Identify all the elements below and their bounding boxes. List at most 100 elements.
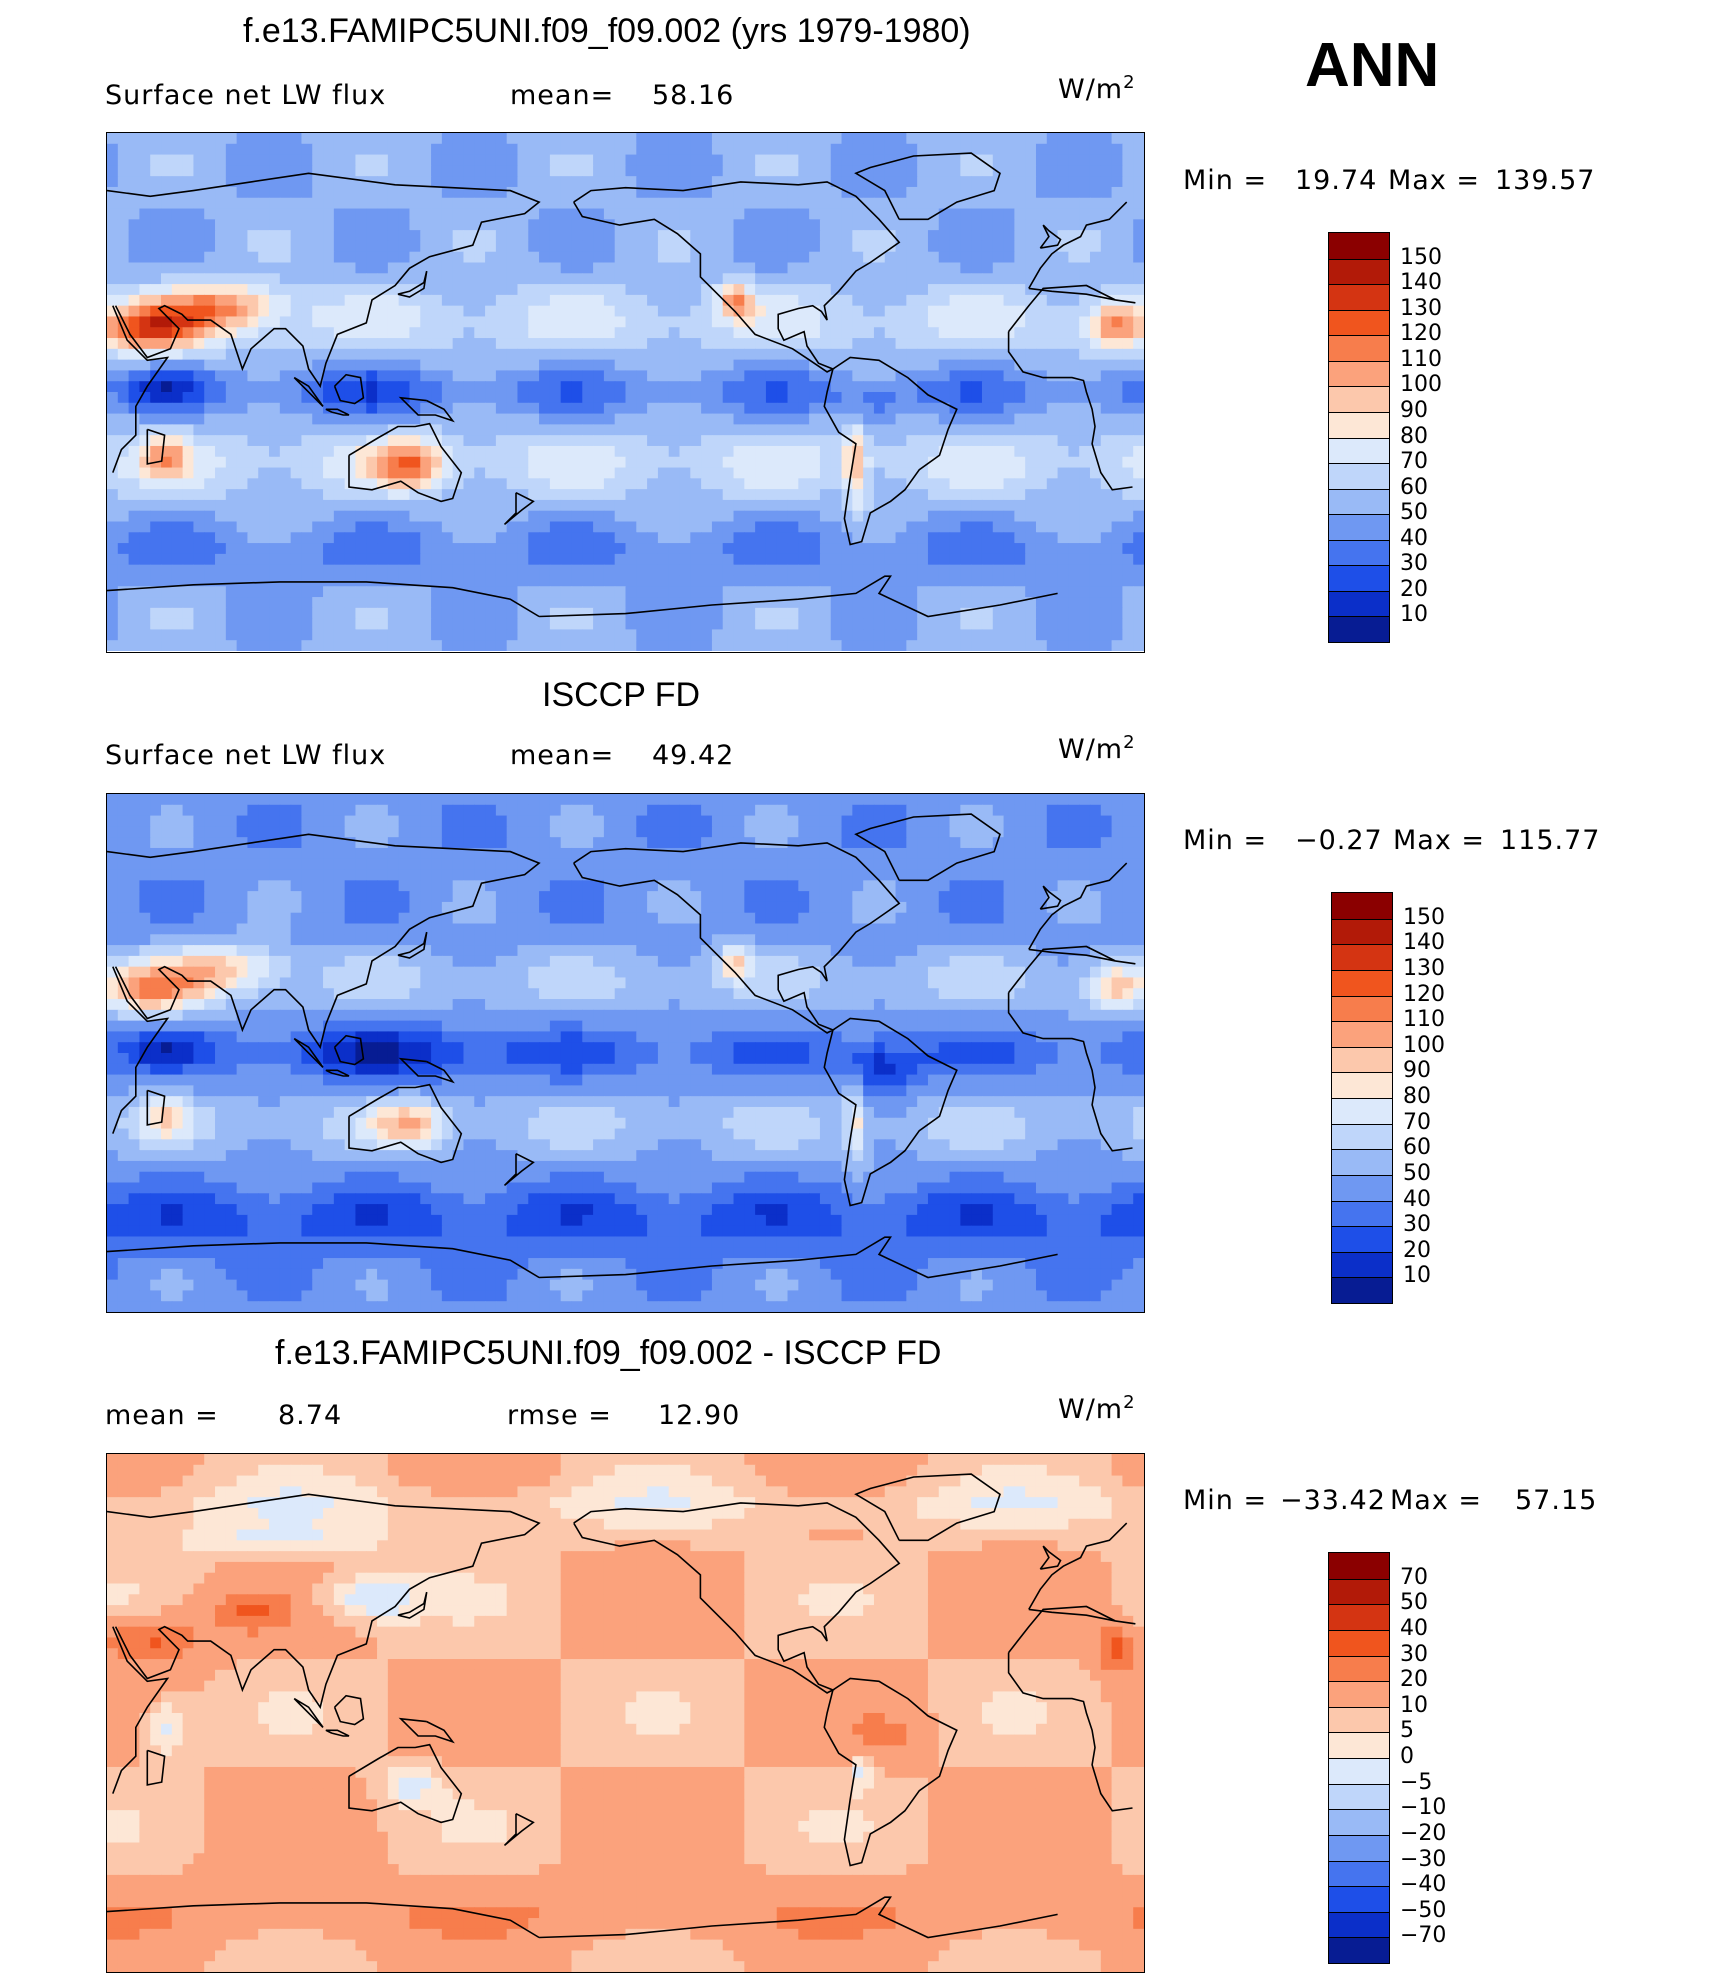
contour-cell xyxy=(171,499,184,512)
contour-cell xyxy=(1046,575,1059,587)
contour-cell xyxy=(387,186,400,199)
contour-cell xyxy=(647,640,659,651)
contour-cell xyxy=(333,445,346,458)
contour-cell xyxy=(215,359,227,372)
contour-cell xyxy=(549,284,562,296)
contour-cell xyxy=(139,316,151,328)
contour-cell xyxy=(215,381,227,393)
contour-cell xyxy=(171,154,184,166)
contour-cell xyxy=(323,197,335,210)
contour-cell xyxy=(409,165,421,177)
contour-cell xyxy=(906,413,918,425)
contour-cell xyxy=(193,359,205,372)
contour-cell xyxy=(128,499,140,512)
contour-cell xyxy=(139,445,151,458)
contour-cell xyxy=(269,392,281,404)
contour-cell xyxy=(657,208,670,220)
contour-cell xyxy=(377,435,389,447)
contour-cell xyxy=(528,521,540,533)
contour-cell xyxy=(247,359,259,372)
contour-cell xyxy=(431,133,443,145)
contour-cell xyxy=(474,564,486,577)
contour-cell xyxy=(809,794,821,806)
contour-cell xyxy=(809,510,821,523)
contour-cell xyxy=(809,640,821,651)
contour-cell xyxy=(873,262,886,274)
contour-cell xyxy=(571,294,583,307)
contour-cell xyxy=(355,338,367,350)
contour-cell xyxy=(636,543,648,555)
contour-cell xyxy=(873,575,886,587)
contour-cell xyxy=(819,413,832,425)
contour-cell xyxy=(809,629,821,641)
contour-cell xyxy=(236,629,249,641)
contour-cell xyxy=(1122,294,1134,307)
contour-cell xyxy=(787,489,799,501)
contour-cell xyxy=(582,273,594,285)
contour-cell xyxy=(225,445,238,458)
contour-cell xyxy=(377,532,389,544)
contour-cell xyxy=(776,381,789,393)
contour-cell xyxy=(852,219,864,231)
contour-cell xyxy=(603,294,616,307)
contour-cell xyxy=(884,402,897,415)
contour-cell xyxy=(906,553,918,566)
contour-cell xyxy=(107,607,119,620)
contour-cell xyxy=(377,794,389,806)
contour-cell xyxy=(474,381,486,393)
contour-cell xyxy=(582,413,594,425)
contour-cell xyxy=(225,553,238,566)
contour-cell xyxy=(279,413,292,425)
contour-cell xyxy=(917,284,929,296)
contour-cell xyxy=(776,186,789,199)
contour-cell xyxy=(938,392,951,404)
contour-cell xyxy=(863,294,875,307)
contour-cell xyxy=(182,424,195,436)
contour-cell xyxy=(560,143,573,156)
contour-cell xyxy=(387,240,400,253)
contour-cell xyxy=(711,618,724,631)
contour-cell xyxy=(355,435,367,447)
contour-cell xyxy=(107,327,119,339)
contour-cell xyxy=(1057,543,1069,555)
contour-cell xyxy=(463,521,475,533)
contour-cell xyxy=(549,489,562,501)
contour-cell xyxy=(377,316,389,328)
contour-cell xyxy=(679,273,691,285)
contour-cell xyxy=(852,499,864,512)
contour-cell xyxy=(387,445,400,458)
contour-cell xyxy=(182,165,195,177)
contour-cell xyxy=(830,186,843,199)
contour-cell xyxy=(1035,262,1048,274)
contour-cell xyxy=(679,294,691,307)
contour-cell xyxy=(485,794,497,806)
contour-cell xyxy=(441,489,454,501)
contour-cell xyxy=(539,381,551,393)
contour-cell xyxy=(873,456,886,469)
contour-cell xyxy=(1025,338,1037,350)
contour-cell xyxy=(193,294,205,307)
contour-cell xyxy=(236,197,249,210)
contour-cell xyxy=(809,381,821,393)
contour-cell xyxy=(722,499,735,512)
contour-cell xyxy=(150,510,162,523)
contour-cell xyxy=(981,284,994,296)
contour-cell xyxy=(452,532,465,544)
contour-cell xyxy=(852,197,864,210)
contour-cell xyxy=(733,435,745,447)
contour-cell xyxy=(593,445,605,458)
contour-cell xyxy=(323,240,335,253)
contour-cell xyxy=(765,230,778,242)
contour-cell xyxy=(603,316,616,328)
contour-cell xyxy=(517,186,529,199)
contour-cell xyxy=(873,794,886,806)
contour-cell xyxy=(474,370,486,382)
contour-cell xyxy=(236,381,249,393)
contour-cell xyxy=(884,553,897,566)
contour-cell xyxy=(582,338,594,350)
contour-cell xyxy=(215,510,227,523)
contour-cell xyxy=(225,240,238,253)
contour-cell xyxy=(863,467,875,479)
contour-cell xyxy=(873,521,886,533)
contour-cell xyxy=(117,176,130,188)
